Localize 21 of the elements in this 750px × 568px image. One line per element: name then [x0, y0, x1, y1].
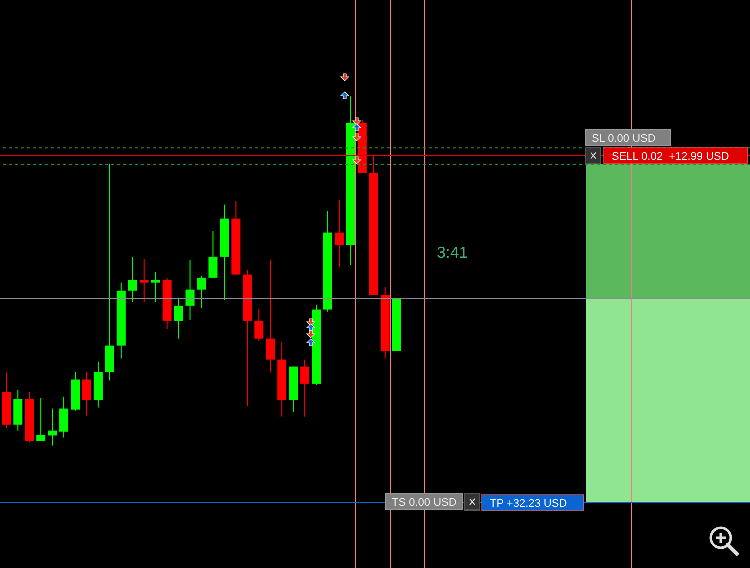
candlestick [208, 230, 218, 278]
candlestick [254, 308, 264, 342]
candlestick [174, 297, 184, 340]
candlestick [300, 359, 310, 418]
candlestick [128, 256, 138, 303]
candlestick [105, 163, 114, 382]
text: TS 0.00 USD [392, 497, 457, 509]
candlestick [334, 199, 344, 268]
ref-line-label: SELL 0.02 +12.99 USD [612, 150, 730, 163]
text: SL 0.00 USD [592, 133, 656, 145]
candlestick [151, 272, 160, 303]
candlestick [48, 408, 58, 446]
candlestick [197, 275, 206, 309]
candlestick [60, 396, 69, 438]
candlestick [186, 260, 195, 320]
candlestick [36, 397, 46, 442]
candlestick [140, 258, 149, 303]
candlestick [82, 372, 92, 416]
ref-line-label: TP +32.23 USD [490, 498, 568, 510]
candlestick [266, 260, 276, 374]
text: 3:41 [437, 245, 468, 262]
